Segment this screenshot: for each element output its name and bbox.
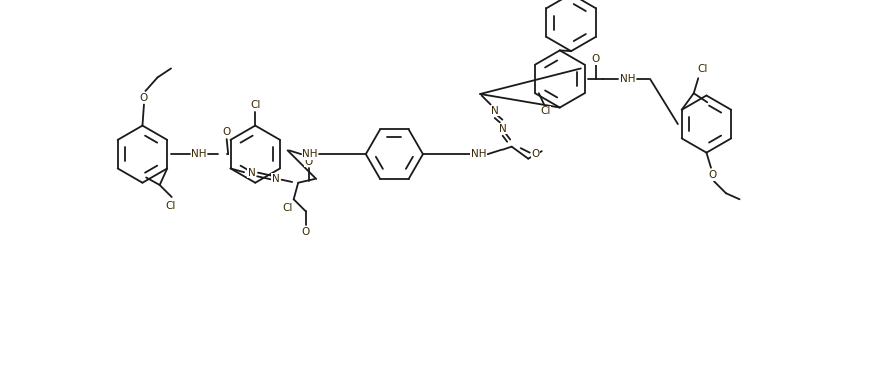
- Text: Cl: Cl: [697, 64, 707, 74]
- Text: Cl: Cl: [540, 106, 551, 116]
- Text: N: N: [271, 174, 279, 184]
- Text: Cl: Cl: [249, 100, 260, 109]
- Text: NH: NH: [471, 149, 486, 159]
- Text: O: O: [305, 157, 313, 167]
- Text: O: O: [531, 149, 539, 159]
- Text: N: N: [248, 168, 255, 178]
- Text: Cl: Cl: [165, 201, 176, 211]
- Text: NH: NH: [619, 74, 635, 84]
- Text: Cl: Cl: [282, 203, 292, 213]
- Text: NH: NH: [302, 149, 318, 159]
- Text: O: O: [301, 227, 309, 237]
- Text: NH: NH: [191, 149, 206, 159]
- Text: N: N: [491, 106, 499, 115]
- Text: O: O: [708, 170, 716, 180]
- Text: O: O: [591, 55, 600, 64]
- Text: O: O: [222, 127, 231, 136]
- Text: O: O: [140, 93, 148, 103]
- Text: N: N: [498, 124, 506, 133]
